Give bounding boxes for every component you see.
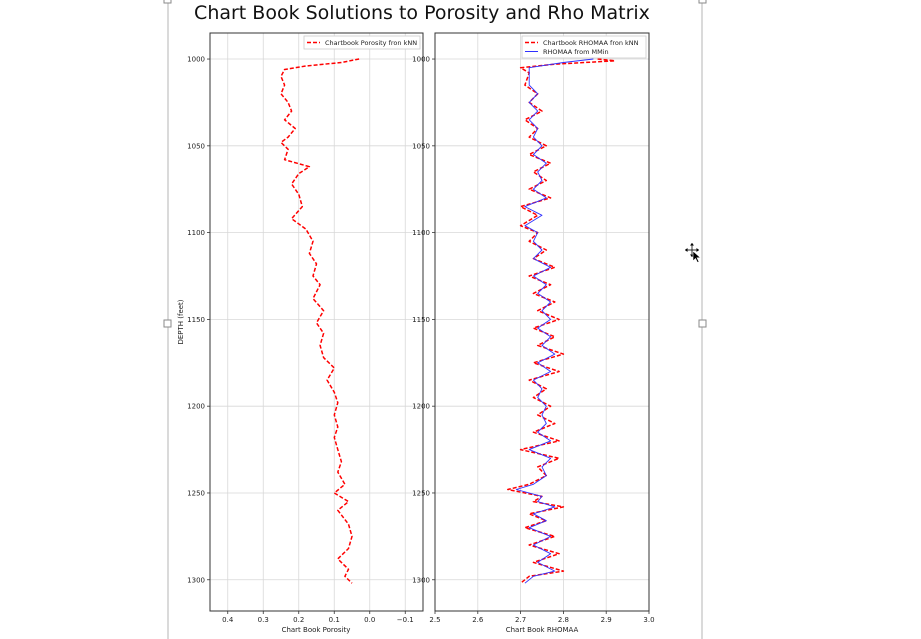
porosity-x-tick-label: 0.1	[329, 616, 340, 624]
resize-handle-top-left[interactable]	[163, 0, 172, 4]
rhomaa-y-tick-label: 1200	[412, 403, 430, 411]
rhomaa-x-tick-label: 2.8	[558, 616, 569, 624]
porosity-y-tick-label: 1250	[187, 489, 205, 497]
rhomaa-series-1-line	[515, 58, 594, 584]
resize-handle-middle-left[interactable]	[163, 319, 172, 328]
resize-handle-top-right[interactable]	[698, 0, 707, 4]
rhomaa-y-tick-label: 1100	[412, 229, 430, 237]
rhomaa-series-0-line	[507, 58, 616, 584]
rhomaa-legend: Chartbook RHOMAA fron kNN RHOMAA from MM…	[521, 35, 647, 59]
rhomaa-x-tick-label: 2.9	[601, 616, 612, 624]
rhomaa-axes: 2.5 2.6 2.7 2.8 2.9 3.0 1000 1050 1100 1150 1200 12…	[412, 32, 655, 634]
porosity-y-tick-label: 1300	[187, 576, 205, 584]
rhomaa-x-tick-label: 2.6	[472, 616, 484, 624]
rhomaa-x-axis-label: Chart Book RHOMAA	[506, 626, 579, 634]
porosity-x-tick-label: −0.1	[397, 616, 414, 624]
porosity-axes: 0.4 0.3 0.2 0.1 0.0 −0.1 1000 1050 1100 1150 1200 1…	[177, 32, 424, 634]
rhomaa-x-tick-label: 3.0	[643, 616, 654, 624]
porosity-y-tick-label: 1100	[187, 229, 205, 237]
rhomaa-axes-border	[434, 32, 650, 612]
porosity-legend: Chartbook Porosity fron kNN	[303, 35, 421, 50]
porosity-x-tick-label: 0.3	[258, 616, 269, 624]
porosity-y-tick-label: 1050	[187, 142, 205, 150]
rhomaa-legend-box	[521, 35, 647, 59]
rhomaa-legend-label-mmin: RHOMAA from MMin	[543, 48, 609, 56]
rhomaa-y-tick-label: 1050	[412, 142, 430, 150]
porosity-y-tick-label: 1150	[187, 316, 205, 324]
porosity-axes-border	[209, 32, 424, 612]
porosity-y-tick-label: 1000	[187, 56, 205, 64]
rhomaa-legend-label-knn: Chartbook RHOMAA fron kNN	[543, 39, 639, 47]
rhomaa-plot-area	[435, 33, 649, 611]
porosity-data	[280, 58, 360, 584]
depth-y-axis-label: DEPTH (feet)	[177, 299, 185, 344]
porosity-grid	[210, 33, 423, 611]
move-cursor-icon	[685, 243, 702, 263]
porosity-y-tick-label: 1200	[187, 403, 205, 411]
rhomaa-y-tick-label: 1000	[412, 56, 430, 64]
resize-handle-middle-right[interactable]	[698, 319, 707, 328]
porosity-x-tick-label: 0.0	[364, 616, 375, 624]
porosity-ticks: 0.4 0.3 0.2 0.1 0.0 −0.1 1000 1050 1100 1150 1200 1…	[187, 56, 414, 624]
rhomaa-y-tick-label: 1150	[412, 316, 430, 324]
rhomaa-x-tick-label: 2.7	[515, 616, 526, 624]
porosity-series-0-line	[280, 58, 360, 584]
porosity-legend-label-knn: Chartbook Porosity fron kNN	[325, 39, 417, 47]
rhomaa-y-tick-label: 1250	[412, 489, 430, 497]
rhomaa-ticks: 2.5 2.6 2.7 2.8 2.9 3.0 1000 1050 1100 1150 1200 12…	[412, 56, 654, 624]
porosity-x-tick-label: 0.4	[222, 616, 234, 624]
rhomaa-x-tick-label: 2.5	[429, 616, 440, 624]
porosity-x-tick-label: 0.2	[293, 616, 304, 624]
rhomaa-data	[507, 58, 616, 584]
figure-title: Chart Book Solutions to Porosity and Rho…	[194, 2, 650, 24]
porosity-plot-area	[210, 33, 423, 611]
rhomaa-y-tick-label: 1300	[412, 576, 430, 584]
porosity-x-axis-label: Chart Book Porosity	[282, 626, 351, 634]
porosity-legend-box	[303, 35, 421, 50]
